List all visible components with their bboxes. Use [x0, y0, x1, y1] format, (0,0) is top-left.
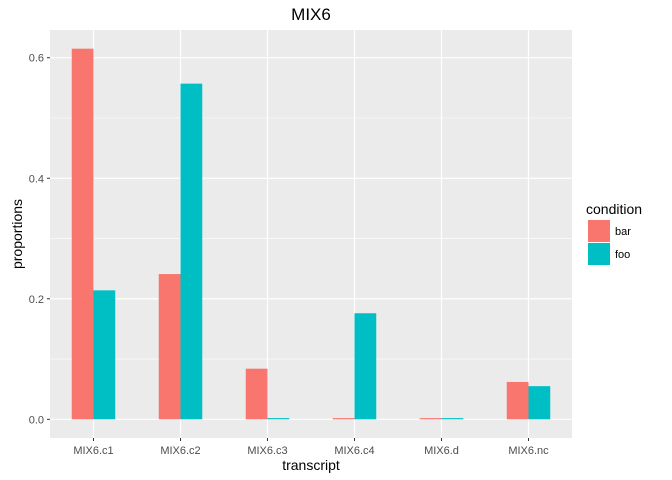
- minor-gridlines: [50, 117, 572, 360]
- bar-foo-MIX6.nc: [528, 386, 551, 420]
- chart-title: MIX6: [291, 5, 331, 24]
- bars: [71, 48, 551, 420]
- x-tick-label: MIX6.c3: [247, 445, 287, 457]
- bar-foo-MIX6.d: [441, 418, 464, 420]
- y-tick-label: 0.0: [29, 414, 44, 426]
- bar-foo-MIX6.c4: [354, 313, 377, 420]
- legend-label-foo: foo: [615, 249, 630, 261]
- x-axis-ticks: MIX6.c1 MIX6.c2 MIX6.c3 MIX6.c4 MIX6.d MIX6.n…: [73, 438, 549, 457]
- y-axis-ticks: 0.0 0.2 0.4 0.6: [29, 53, 50, 426]
- legend-key-bar: [588, 220, 610, 242]
- bar-foo-MIX6.c1: [93, 290, 116, 420]
- bar-bar-MIX6.c4: [332, 418, 355, 420]
- bar-foo-MIX6.c3: [267, 418, 290, 420]
- legend: condition bar foo: [586, 201, 642, 265]
- bar-foo-MIX6.c2: [180, 83, 203, 420]
- x-tick-label: MIX6.nc: [508, 445, 549, 457]
- bar-bar-MIX6.c2: [158, 274, 181, 420]
- y-tick-label: 0.2: [29, 294, 44, 306]
- bar-bar-MIX6.d: [419, 418, 442, 420]
- y-tick-label: 0.4: [29, 173, 44, 185]
- bar-bar-MIX6.nc: [506, 381, 529, 420]
- legend-title: condition: [586, 201, 642, 217]
- y-tick-label: 0.6: [29, 53, 44, 65]
- legend-label-bar: bar: [615, 226, 631, 238]
- x-tick-label: MIX6.d: [424, 445, 459, 457]
- x-tick-label: MIX6.c1: [73, 445, 113, 457]
- bar-bar-MIX6.c1: [71, 48, 94, 420]
- bar-bar-MIX6.c3: [245, 368, 268, 420]
- x-tick-label: MIX6.c2: [160, 445, 200, 457]
- x-axis-title: transcript: [282, 457, 340, 473]
- plot-panel: [50, 30, 572, 438]
- y-axis-title: proportions: [9, 199, 25, 269]
- legend-key-foo: [588, 243, 610, 265]
- x-tick-label: MIX6.c4: [334, 445, 374, 457]
